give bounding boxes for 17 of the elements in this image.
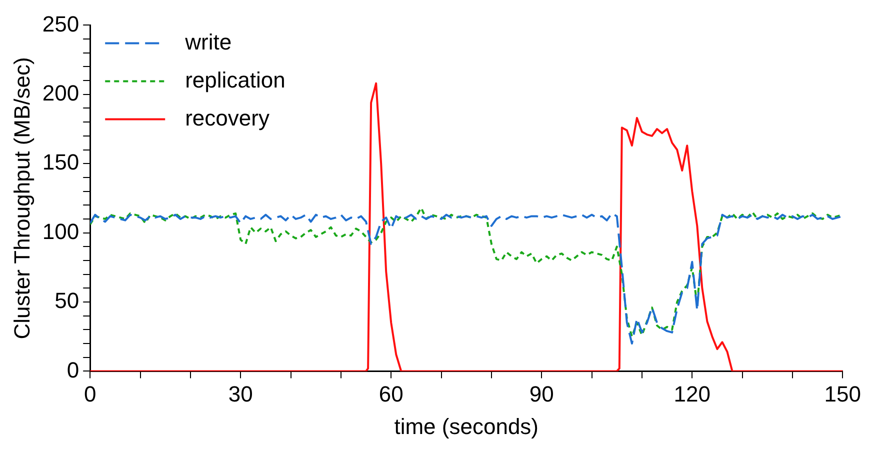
x-tick-label: 90 [529,381,554,406]
legend-label: write [184,29,232,54]
y-tick-label: 250 [42,11,80,36]
y-tick-label: 150 [42,150,80,175]
y-tick-label: 0 [66,357,80,382]
y-tick-label: 200 [42,80,80,106]
legend-label: replication [185,67,286,92]
x-tick-label: 120 [674,381,710,406]
x-tick-label: 60 [378,381,404,406]
y-axis-title: Cluster Throughput (MB/sec) [9,57,34,340]
x-tick-label: 0 [84,381,96,406]
y-tick-label: 50 [54,288,80,314]
y-tick-label: 100 [42,218,80,244]
x-tick-label: 150 [824,381,862,406]
x-axis-title: time (seconds) [394,414,539,439]
x-tick-label: 30 [228,381,253,406]
legend-label: recovery [185,105,270,130]
